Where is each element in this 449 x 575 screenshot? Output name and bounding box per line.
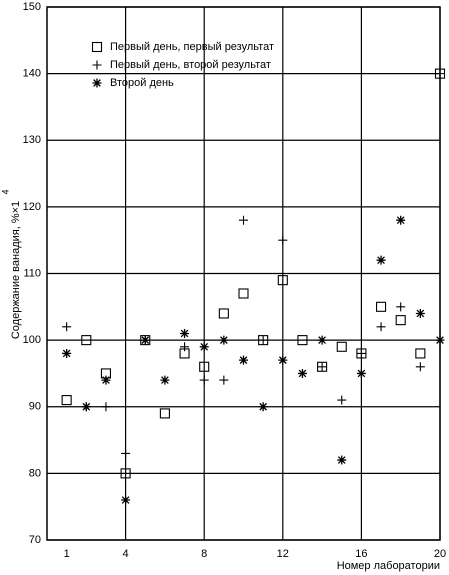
square-marker <box>375 301 387 312</box>
star-marker <box>180 328 190 338</box>
y-axis-label-superscript: 4 <box>0 189 10 194</box>
plus-marker <box>101 402 111 412</box>
square-marker <box>91 41 103 53</box>
y-tick-label: 130 <box>23 134 41 146</box>
y-tick-label: 150 <box>23 1 41 13</box>
square-marker <box>120 468 131 479</box>
y-axis-label: Содержание ванадия, %×1 <box>10 201 22 339</box>
x-tick-label: 12 <box>277 548 289 560</box>
plus-marker <box>337 395 347 405</box>
star-marker <box>121 495 131 505</box>
x-axis-label: Номер лаборатории <box>337 560 440 572</box>
legend-label: Первый день, второй результат <box>110 59 271 71</box>
y-tick-label: 120 <box>23 201 41 213</box>
star-marker <box>199 342 209 352</box>
square-marker <box>336 341 347 352</box>
star-marker <box>160 375 170 385</box>
square-marker <box>159 408 170 419</box>
square-marker <box>199 361 210 372</box>
plus-marker <box>199 375 209 385</box>
plus-marker <box>219 375 229 385</box>
star-marker <box>101 375 111 385</box>
star-marker <box>92 78 102 88</box>
square-marker <box>61 395 72 406</box>
x-tick-label: 16 <box>355 548 367 560</box>
star-marker <box>337 455 347 465</box>
plus-marker <box>278 235 288 245</box>
plus-marker <box>356 348 366 358</box>
plus-marker <box>415 362 425 372</box>
star-marker <box>140 335 150 345</box>
star-marker <box>258 402 268 412</box>
plus-marker <box>435 69 445 79</box>
star-marker <box>356 368 366 378</box>
square-marker <box>395 315 406 326</box>
star-marker <box>396 215 406 225</box>
plus-marker <box>239 215 248 225</box>
legend-label: Первый день, первый результат <box>110 41 274 53</box>
plus-marker <box>258 335 268 345</box>
star-marker <box>278 355 288 365</box>
square-marker <box>81 335 92 346</box>
square-marker <box>277 275 288 286</box>
plus-marker <box>62 322 72 332</box>
y-tick-label: 90 <box>29 401 41 413</box>
plus-marker <box>180 342 190 352</box>
y-tick-label: 110 <box>23 267 41 279</box>
plus-marker <box>396 302 406 312</box>
x-tick-label: 20 <box>434 548 446 560</box>
star-marker <box>62 348 72 358</box>
star-marker <box>239 355 248 365</box>
square-marker <box>238 288 249 299</box>
square-marker <box>415 348 426 359</box>
plus-marker <box>121 448 131 458</box>
legend-label: Второй день <box>110 77 174 89</box>
square-marker <box>297 335 308 346</box>
y-tick-label: 140 <box>23 68 41 80</box>
star-marker <box>317 335 327 345</box>
y-tick-label: 80 <box>29 467 41 479</box>
plus-marker <box>317 362 327 372</box>
y-tick-label: 70 <box>29 534 41 546</box>
star-marker <box>435 335 445 345</box>
star-marker <box>219 335 229 345</box>
plus-marker <box>376 322 386 332</box>
star-marker <box>376 255 386 265</box>
star-marker <box>81 402 91 412</box>
plus-marker <box>92 60 102 70</box>
x-tick-label: 4 <box>123 548 129 560</box>
square-marker <box>218 308 229 319</box>
x-tick-label: 8 <box>201 548 207 560</box>
x-tick-label: 1 <box>64 548 70 560</box>
star-marker <box>297 368 307 378</box>
star-marker <box>415 308 425 318</box>
y-tick-label: 100 <box>23 334 41 346</box>
